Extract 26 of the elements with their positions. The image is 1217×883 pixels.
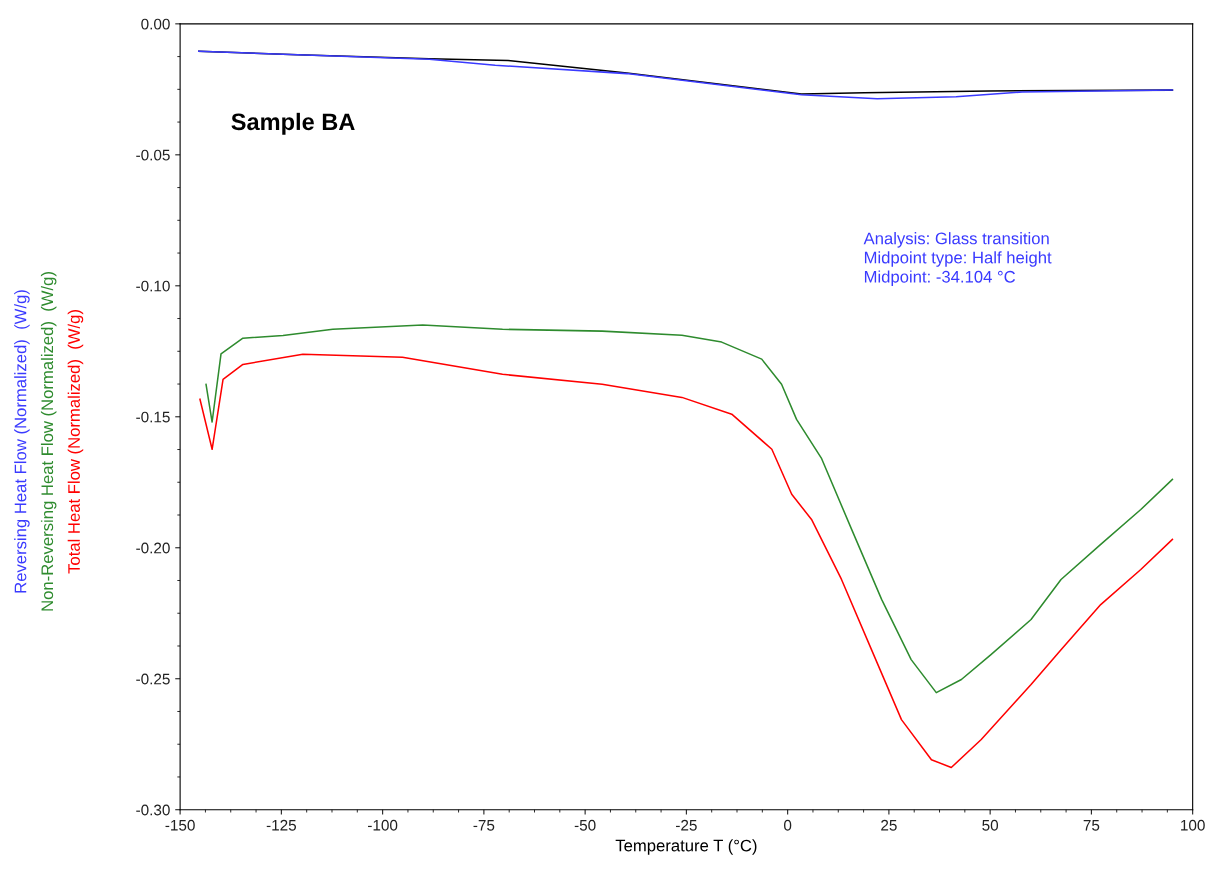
y-tick-label: -0.20 [136, 542, 170, 554]
x-tick-label: -150 [165, 819, 195, 831]
text: Total Heat Flow (Normalized) (W/g) [67, 310, 84, 574]
x-tick-label: -25 [676, 819, 697, 831]
y-tick-label: -0.15 [136, 411, 170, 423]
x-tick-label: -75 [473, 819, 495, 831]
y-tick-label: -0.05 [136, 149, 170, 161]
annotation: Analysis: Glass transition Midpoint type: Half height Midpoint: -34.104 °C [863, 232, 1052, 286]
x-axis-title: Temperature T (°C) [615, 839, 757, 855]
line-series [199, 353, 1174, 769]
line-series [205, 324, 1174, 694]
x-tick-label: 75 [1083, 819, 1100, 831]
x-tick-label: 0 [783, 819, 792, 831]
x-tick-label: 100 [1181, 819, 1205, 831]
x-tick-label: -50 [574, 819, 596, 831]
x-tick-label: -125 [266, 819, 297, 831]
y-tick-label: -0.30 [136, 804, 170, 816]
x-tick-label: -100 [368, 819, 398, 831]
x-tick-label: 25 [881, 819, 897, 831]
text: Reversing Heat Flow (Normalized) (W/g) [14, 290, 30, 593]
y-tick-label: -0.25 [136, 673, 170, 685]
text: Non-Reversing Heat Flow (Normalized) (W/g) [40, 272, 57, 611]
x-tick-label: 50 [982, 819, 999, 831]
y-tick-label: 0.00 [141, 18, 170, 30]
annotation: Sample BA [231, 112, 355, 135]
y-tick-label: -0.10 [136, 280, 170, 292]
